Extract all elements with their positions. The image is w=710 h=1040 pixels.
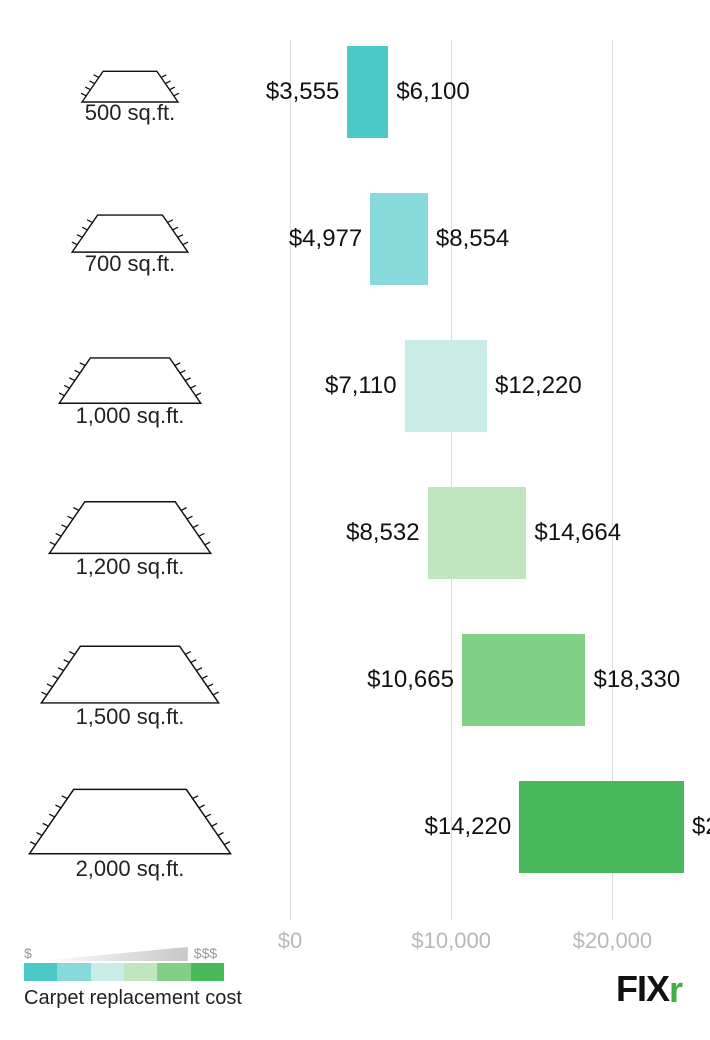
legend-low-symbol: $	[24, 945, 32, 961]
carpet-icon	[34, 643, 226, 713]
legend-swatch	[91, 963, 124, 981]
range-bar	[370, 193, 428, 285]
high-price-label: $18,330	[593, 666, 680, 694]
legend-swatch	[157, 963, 190, 981]
legend-wedge	[38, 947, 188, 961]
legend-color-gradient	[24, 963, 224, 981]
high-price-label: $12,220	[495, 372, 582, 400]
range-bar	[428, 487, 527, 579]
sqft-label: 700 sq.ft.	[0, 251, 260, 277]
axis-tick-label: $20,000	[573, 928, 653, 954]
brand-accent: r	[669, 969, 682, 1011]
low-price-label: $10,665	[367, 666, 454, 694]
cost-range-chart: 500 sq.ft.$3,555 $6,100 700 sq.ft. $4,977 $…	[0, 40, 710, 920]
sqft-label: 1,200 sq.ft.	[0, 554, 260, 580]
low-price-label: $7,110	[325, 372, 397, 400]
carpet-icon	[22, 786, 238, 864]
axis-tick-label: $10,000	[411, 928, 491, 954]
low-price-label: $4,977	[289, 225, 362, 253]
chart-row: 1,000 sq.ft. $7,110 $12,220	[0, 334, 710, 474]
chart-row: 1,500 sq.ft. $10,665 $18,330	[0, 628, 710, 768]
legend-swatch	[191, 963, 224, 981]
legend-high-symbol: $$$	[194, 945, 217, 961]
chart-row: 500 sq.ft.$3,555 $6,100	[0, 40, 710, 180]
chart-row: 700 sq.ft. $4,977 $8,554	[0, 187, 710, 327]
high-price-label: $8,554	[436, 225, 509, 253]
legend: $ $$$ Carpet replacement cost	[24, 945, 264, 1010]
low-price-label: $8,532	[346, 519, 419, 547]
sqft-label: 1,000 sq.ft.	[0, 403, 260, 429]
high-price-label: $24,440	[692, 813, 710, 841]
range-bar	[462, 634, 586, 726]
low-price-label: $14,220	[424, 813, 511, 841]
chart-row: 1,200 sq.ft. $8,532 $14,664	[0, 481, 710, 621]
legend-swatch	[57, 963, 90, 981]
sqft-label: 500 sq.ft.	[0, 100, 260, 126]
range-bar	[405, 340, 487, 432]
legend-swatch	[24, 963, 57, 981]
high-price-label: $14,664	[534, 519, 621, 547]
brand-logo: FIXr	[616, 968, 682, 1010]
sqft-label: 1,500 sq.ft.	[0, 704, 260, 730]
axis-tick-label: $0	[278, 928, 302, 954]
legend-swatch	[124, 963, 157, 981]
range-bar	[519, 781, 684, 873]
sqft-label: 2,000 sq.ft.	[0, 856, 260, 882]
legend-title: Carpet replacement cost	[24, 987, 264, 1010]
brand-text: FIX	[616, 968, 669, 1009]
high-price-label: $6,100	[396, 78, 469, 106]
chart-row: 2,000 sq.ft. $14,220 $24,440	[0, 775, 710, 915]
low-price-label: $3,555	[266, 78, 339, 106]
range-bar	[347, 46, 388, 138]
